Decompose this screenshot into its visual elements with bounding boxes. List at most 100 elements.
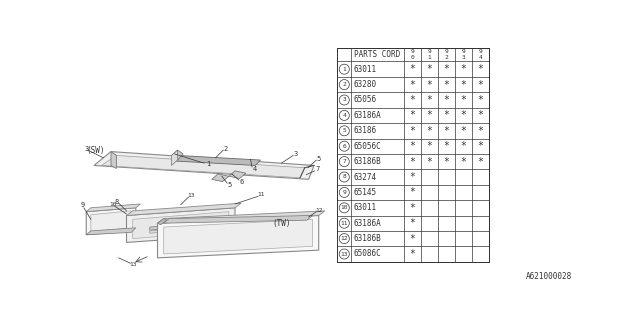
Circle shape — [339, 172, 349, 182]
Text: 8: 8 — [115, 199, 118, 205]
Text: 4: 4 — [342, 113, 346, 118]
Text: 6: 6 — [342, 144, 346, 149]
Polygon shape — [172, 150, 183, 160]
Text: *: * — [461, 95, 467, 105]
Text: *: * — [427, 64, 433, 74]
Text: *: * — [427, 110, 433, 120]
Text: 63186A: 63186A — [353, 219, 381, 228]
Text: 65145: 65145 — [353, 188, 377, 197]
Polygon shape — [172, 150, 178, 165]
Text: 11: 11 — [340, 221, 348, 226]
Text: 5: 5 — [317, 156, 321, 162]
Text: *: * — [427, 126, 433, 136]
Text: 2: 2 — [342, 82, 346, 87]
Polygon shape — [157, 219, 167, 225]
Circle shape — [339, 110, 349, 120]
Text: 65056C: 65056C — [353, 142, 381, 151]
Polygon shape — [94, 152, 314, 179]
Text: *: * — [410, 95, 415, 105]
Text: 63186: 63186 — [353, 126, 377, 135]
Text: 9
1: 9 1 — [428, 49, 431, 60]
Text: (TW): (TW) — [272, 219, 291, 228]
Circle shape — [339, 234, 349, 244]
Text: *: * — [410, 234, 415, 244]
Text: *: * — [444, 80, 449, 90]
Text: *: * — [461, 156, 467, 167]
Text: 9: 9 — [342, 190, 346, 195]
Text: 5: 5 — [227, 182, 232, 188]
Text: 5: 5 — [342, 128, 346, 133]
Circle shape — [339, 188, 349, 197]
Polygon shape — [111, 152, 116, 169]
Text: *: * — [410, 249, 415, 259]
Text: *: * — [427, 80, 433, 90]
Polygon shape — [150, 222, 223, 230]
Polygon shape — [102, 156, 305, 178]
Text: 9
3: 9 3 — [461, 49, 465, 60]
Text: 9
2: 9 2 — [445, 49, 449, 60]
Text: *: * — [410, 172, 415, 182]
Polygon shape — [132, 212, 229, 239]
Text: 65086C: 65086C — [353, 250, 381, 259]
Text: 3: 3 — [293, 151, 298, 157]
Text: *: * — [444, 141, 449, 151]
Text: *: * — [477, 110, 484, 120]
Text: PARTS CORD: PARTS CORD — [355, 50, 401, 59]
Text: *: * — [427, 95, 433, 105]
Text: 7: 7 — [342, 159, 346, 164]
Text: 9
4: 9 4 — [479, 49, 483, 60]
Text: *: * — [444, 156, 449, 167]
Text: 6: 6 — [239, 179, 243, 185]
Circle shape — [339, 156, 349, 167]
Text: 9
0: 9 0 — [411, 49, 414, 60]
Text: 1: 1 — [205, 161, 210, 167]
Text: 1: 1 — [342, 67, 346, 72]
Polygon shape — [127, 203, 241, 215]
Text: 13: 13 — [187, 193, 195, 198]
Text: 10: 10 — [340, 205, 348, 210]
Polygon shape — [86, 208, 136, 235]
Text: *: * — [410, 64, 415, 74]
Text: *: * — [461, 126, 467, 136]
Text: 63186B: 63186B — [353, 157, 381, 166]
Text: *: * — [477, 126, 484, 136]
Text: *: * — [444, 95, 449, 105]
Text: 65056: 65056 — [353, 95, 377, 105]
Polygon shape — [229, 171, 246, 179]
Polygon shape — [164, 219, 312, 254]
Text: 63011: 63011 — [353, 203, 377, 212]
Text: *: * — [461, 64, 467, 74]
Polygon shape — [86, 228, 136, 235]
Text: 7: 7 — [315, 166, 319, 172]
Circle shape — [339, 249, 349, 259]
Text: *: * — [444, 126, 449, 136]
Text: (SW): (SW) — [86, 146, 105, 155]
Text: *: * — [477, 141, 484, 151]
Text: 13: 13 — [340, 252, 348, 257]
Text: 3: 3 — [84, 146, 88, 151]
Polygon shape — [150, 226, 223, 233]
Text: *: * — [410, 218, 415, 228]
Polygon shape — [127, 208, 235, 243]
Text: *: * — [410, 156, 415, 167]
Text: 2: 2 — [223, 146, 228, 151]
Bar — [337, 48, 489, 262]
Text: 12: 12 — [340, 236, 348, 241]
Circle shape — [339, 95, 349, 105]
Circle shape — [339, 141, 349, 151]
Text: 63186A: 63186A — [353, 111, 381, 120]
Polygon shape — [91, 211, 131, 232]
Text: 63274: 63274 — [353, 172, 377, 181]
Text: *: * — [427, 156, 433, 167]
Polygon shape — [172, 156, 260, 165]
Text: *: * — [444, 64, 449, 74]
Text: *: * — [410, 141, 415, 151]
Text: *: * — [477, 156, 484, 167]
Text: *: * — [410, 203, 415, 213]
Text: *: * — [410, 110, 415, 120]
Text: *: * — [444, 110, 449, 120]
Text: *: * — [477, 80, 484, 90]
Text: 63186B: 63186B — [353, 234, 381, 243]
Text: *: * — [410, 80, 415, 90]
Text: 63011: 63011 — [353, 65, 377, 74]
